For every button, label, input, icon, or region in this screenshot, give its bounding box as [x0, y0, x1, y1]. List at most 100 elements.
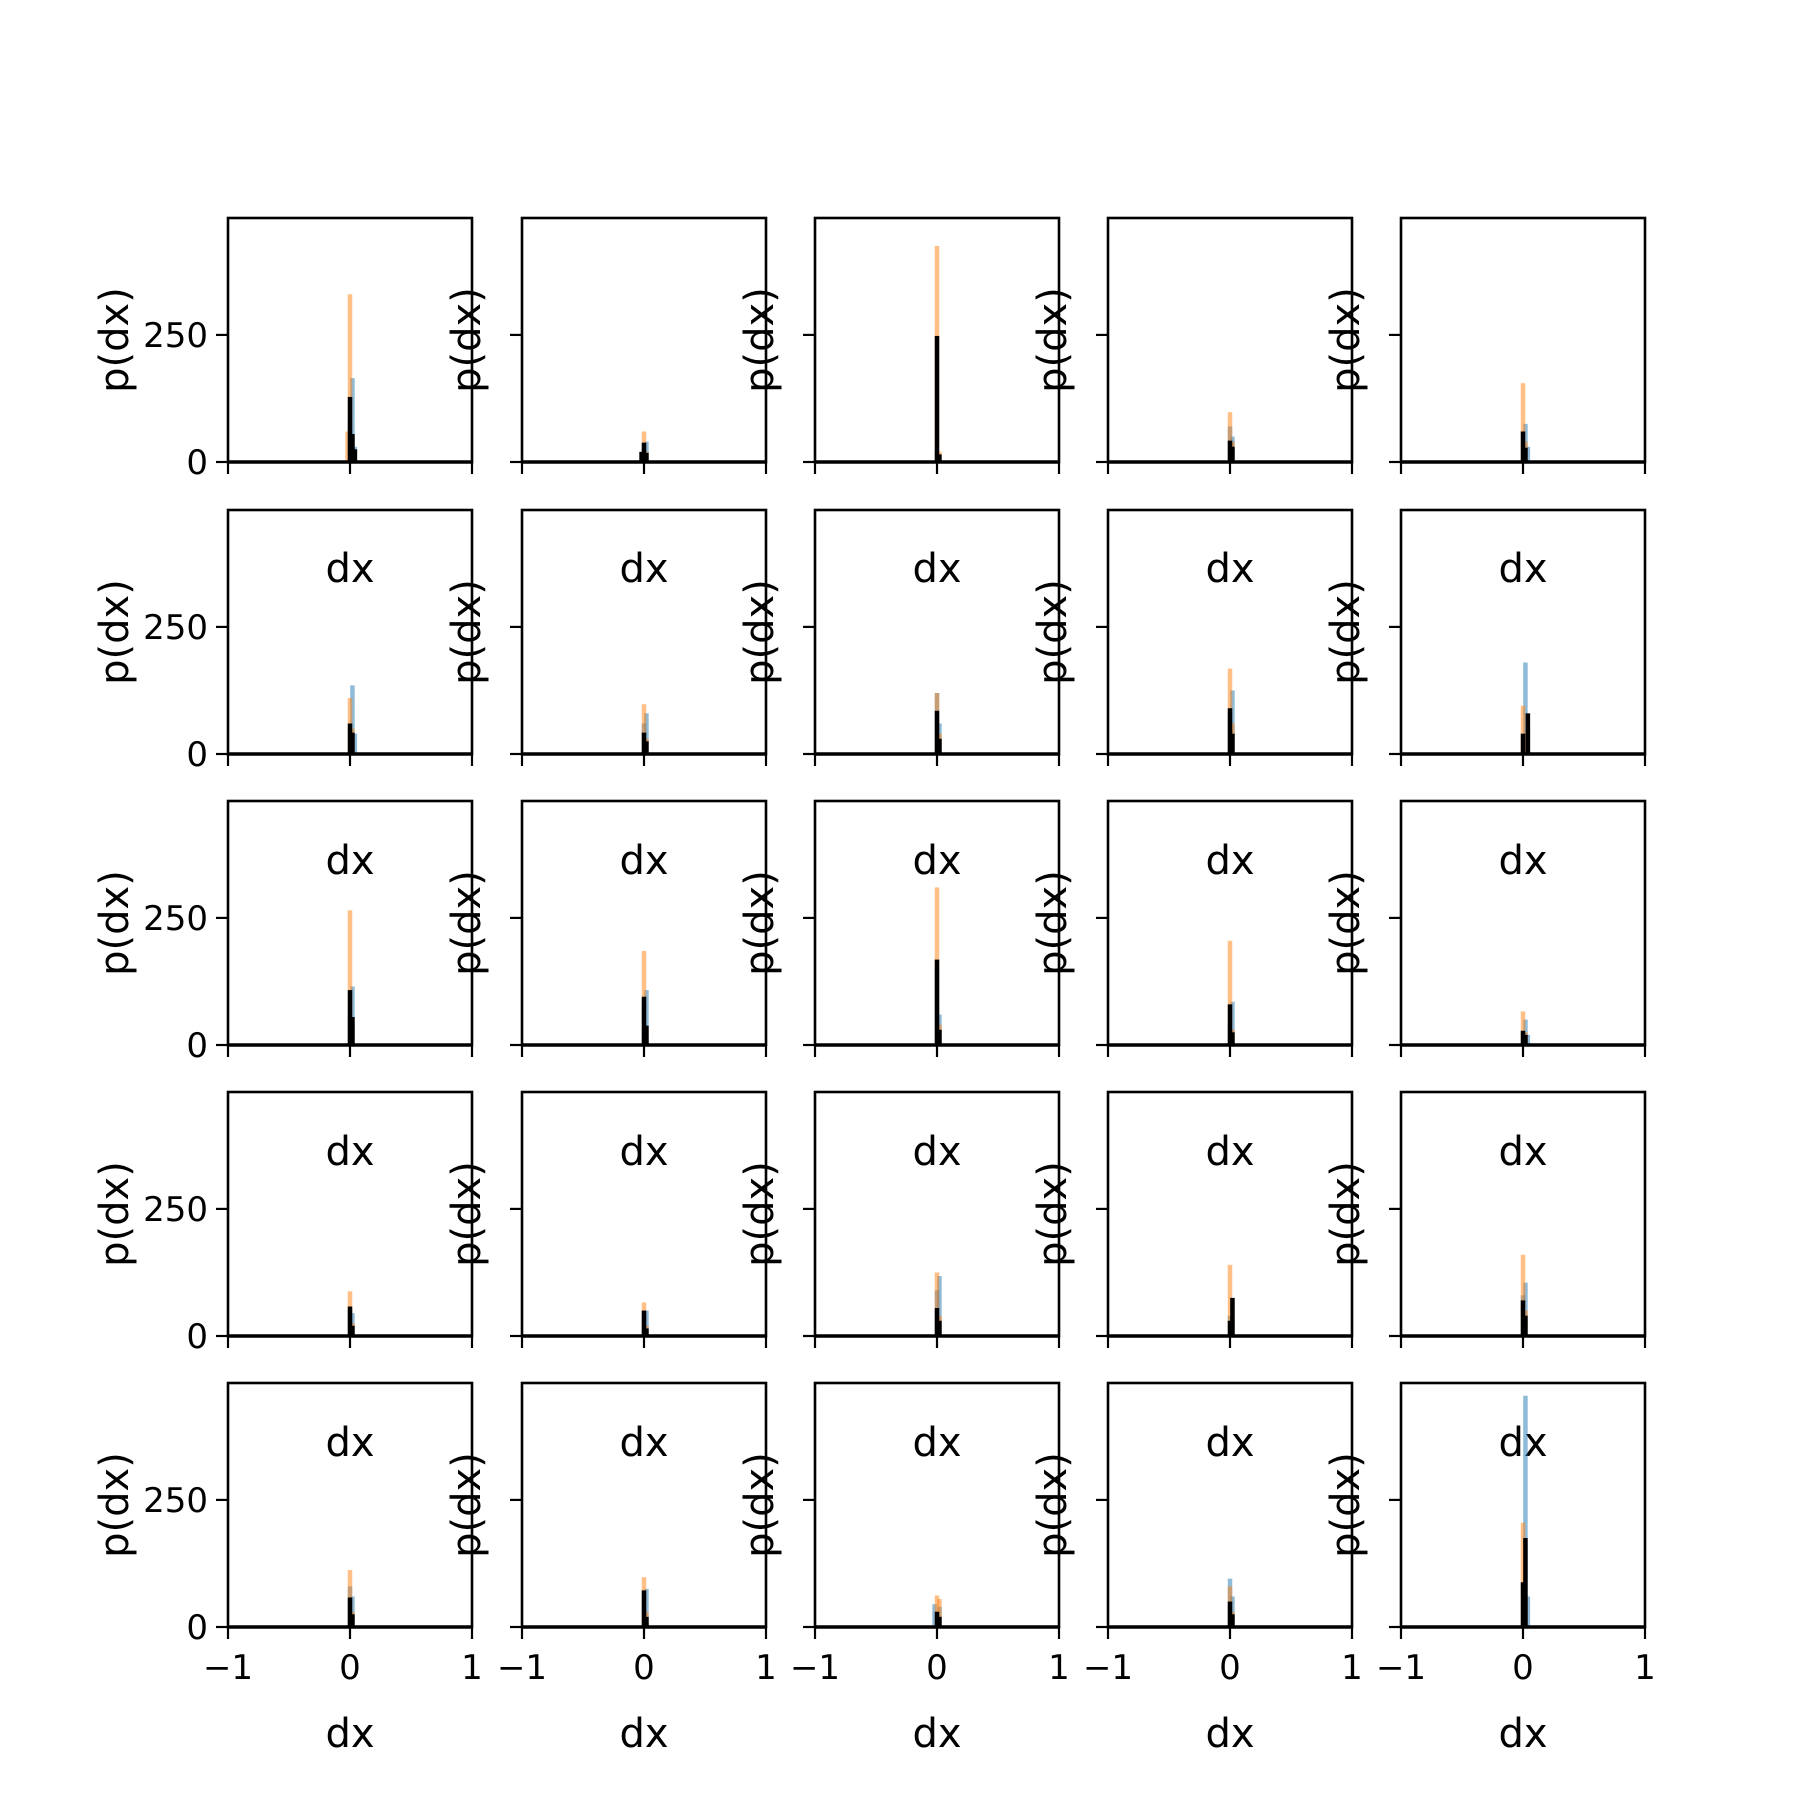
subplot: dx p(dx) [1030, 1090, 1354, 1466]
bar-series-c [644, 1025, 649, 1045]
subplot: dx p(dx) [737, 508, 1061, 884]
y-axis-label: p(dx) [444, 287, 490, 393]
x-axis-label: dx [619, 1711, 668, 1757]
x-tick-label: −1 [203, 1648, 253, 1688]
x-axis-label: dx [1498, 1129, 1547, 1175]
subplot: 0 250 dx p(dx) [92, 508, 474, 884]
x-tick-label: 0 [339, 1648, 361, 1688]
x-axis-label: dx [1498, 1711, 1547, 1757]
x-tick-label: 1 [755, 1648, 777, 1688]
bar-series-a [937, 1276, 942, 1336]
axes-frame [520, 216, 768, 464]
y-tick-label: 250 [143, 316, 208, 356]
bar-series-c [1520, 1030, 1526, 1045]
x-axis-label: dx [325, 546, 374, 592]
bar-series-a [644, 1588, 649, 1628]
bar-series-c [1523, 447, 1528, 462]
y-axis-label: p(dx) [92, 870, 138, 976]
bar-series-b [1227, 1264, 1233, 1336]
x-tick-label: 0 [633, 1648, 655, 1688]
bar-series-c [352, 449, 358, 462]
x-axis-label: dx [1498, 838, 1547, 884]
bar-series-c [1230, 1032, 1235, 1045]
x-tick-label: 0 [1512, 1648, 1534, 1688]
bar-series-c [639, 451, 644, 462]
x-tick-label: −1 [1083, 1648, 1133, 1688]
y-axis-label: p(dx) [92, 287, 138, 393]
y-tick-label: 250 [143, 899, 208, 939]
bar-series-a [644, 1310, 649, 1336]
y-axis-label: p(dx) [1323, 579, 1369, 685]
bar-series-a [1525, 1596, 1531, 1627]
bar-series-c [641, 732, 647, 754]
x-axis-label: dx [1205, 838, 1254, 884]
x-axis-label: dx [1498, 546, 1547, 592]
y-axis-label: p(dx) [444, 579, 490, 685]
bar-series-b [641, 704, 647, 754]
bar-series-c [1520, 733, 1526, 754]
x-axis-label: dx [912, 1711, 961, 1757]
bar-series-a [1523, 662, 1528, 754]
y-axis-label: p(dx) [92, 1161, 138, 1267]
y-axis-label: p(dx) [1030, 287, 1076, 393]
bar-series-c [1520, 431, 1526, 462]
subplot: dx p(dx) [1323, 508, 1647, 884]
bar-series-a [1525, 446, 1531, 462]
bar-series-c [934, 335, 940, 462]
bar-series-a [1230, 690, 1235, 754]
x-axis-label: dx [1498, 1420, 1547, 1466]
x-axis-label: dx [1205, 546, 1254, 592]
subplot: −1 0 1 dx p(dx) [444, 1381, 777, 1757]
x-tick-label: 1 [1341, 1648, 1363, 1688]
y-tick-label: 250 [143, 1190, 208, 1230]
x-axis-label: dx [619, 546, 668, 592]
y-axis-label: p(dx) [444, 1161, 490, 1267]
bar-series-b [345, 431, 350, 462]
bar-series-c [347, 1597, 353, 1627]
bar-series-c [934, 1308, 940, 1336]
bar-series-c [347, 990, 353, 1045]
bar-series-b [347, 294, 353, 462]
bar-series-b [1227, 940, 1233, 1045]
y-axis-label: p(dx) [1030, 870, 1076, 976]
bar-series-b [1523, 733, 1528, 754]
bar-series-c [937, 454, 942, 463]
x-axis-label: dx [325, 1420, 374, 1466]
bar-series-c [934, 710, 940, 754]
subplot: dx p(dx) [737, 216, 1061, 592]
subplot: dx p(dx) [1030, 799, 1354, 1175]
x-axis-label: dx [912, 1420, 961, 1466]
subplot: dx p(dx) [1030, 508, 1354, 884]
y-axis-label: p(dx) [92, 1452, 138, 1558]
bar-series-b [1520, 1011, 1526, 1045]
subplot: dx p(dx) [1323, 799, 1647, 1175]
x-axis-label: dx [1205, 1129, 1254, 1175]
bar-series-a [350, 685, 355, 755]
bar-series-c [641, 442, 647, 462]
x-tick-label: 0 [926, 1648, 948, 1688]
subplot: −1 0 1 dx p(dx) [737, 1381, 1070, 1757]
bar-series-b [1520, 705, 1526, 754]
bar-series-a [1525, 1034, 1531, 1045]
bar-series-c [644, 452, 649, 462]
bar-series-a [644, 713, 649, 754]
bar-series-c [350, 1325, 355, 1336]
bar-series-c [1227, 440, 1233, 462]
bar-series-a [352, 733, 358, 754]
bar-series-c [1227, 1004, 1233, 1045]
x-axis-label: dx [325, 1711, 374, 1757]
bar-series-b [934, 1272, 940, 1336]
bar-series-c [641, 1310, 647, 1336]
bar-series-c [644, 1328, 649, 1337]
subplot: 0 250 dx p(dx) [92, 1090, 474, 1466]
x-axis-label: dx [1205, 1711, 1254, 1757]
y-axis-label: p(dx) [92, 579, 138, 685]
subplot: dx p(dx) [1323, 216, 1647, 592]
subplot: dx p(dx) [737, 799, 1061, 1175]
bar-series-c [934, 1611, 940, 1627]
subplot: dx p(dx) [444, 508, 768, 884]
subplot: 0 250 dx p(dx) [92, 216, 474, 592]
x-axis-label: dx [912, 1129, 961, 1175]
y-tick-label: 0 [186, 443, 208, 483]
